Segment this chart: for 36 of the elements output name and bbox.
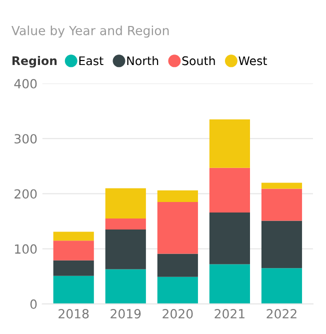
legend-label: North xyxy=(127,56,158,66)
bar xyxy=(53,276,94,304)
bar xyxy=(157,276,198,304)
x-tick-label: 2021 xyxy=(214,309,244,318)
bar xyxy=(261,188,302,221)
bar xyxy=(157,190,198,202)
legend-label: East xyxy=(79,56,104,66)
y-tick-label: 400 xyxy=(14,78,37,88)
bar xyxy=(209,119,250,168)
legend-label: South xyxy=(182,56,215,66)
chart-title: Value by Year and Region xyxy=(12,26,169,38)
x-tick-label: 2020 xyxy=(162,309,193,318)
bar xyxy=(261,268,302,304)
y-tick-label: 200 xyxy=(14,189,37,199)
bar xyxy=(105,188,146,219)
x-tick-label: 2019 xyxy=(110,309,141,318)
x-tick-label: 2022 xyxy=(266,309,296,318)
bar xyxy=(209,168,250,212)
y-tick-label: 100 xyxy=(15,244,37,254)
bar xyxy=(53,232,94,241)
bar xyxy=(209,212,250,264)
x-tick-label: 2018 xyxy=(58,309,89,318)
bar xyxy=(157,254,198,277)
bar xyxy=(261,220,302,268)
legend-title: Region xyxy=(12,56,57,68)
bar xyxy=(209,264,250,304)
y-tick-label: 300 xyxy=(14,134,37,144)
bar xyxy=(53,260,94,276)
bar xyxy=(105,218,146,230)
legend-label: West xyxy=(238,56,268,66)
y-tick-label: 0 xyxy=(30,299,37,309)
bar xyxy=(53,240,94,260)
bar xyxy=(105,230,146,270)
bar xyxy=(105,269,146,304)
bar xyxy=(157,202,198,254)
bar xyxy=(261,182,302,189)
